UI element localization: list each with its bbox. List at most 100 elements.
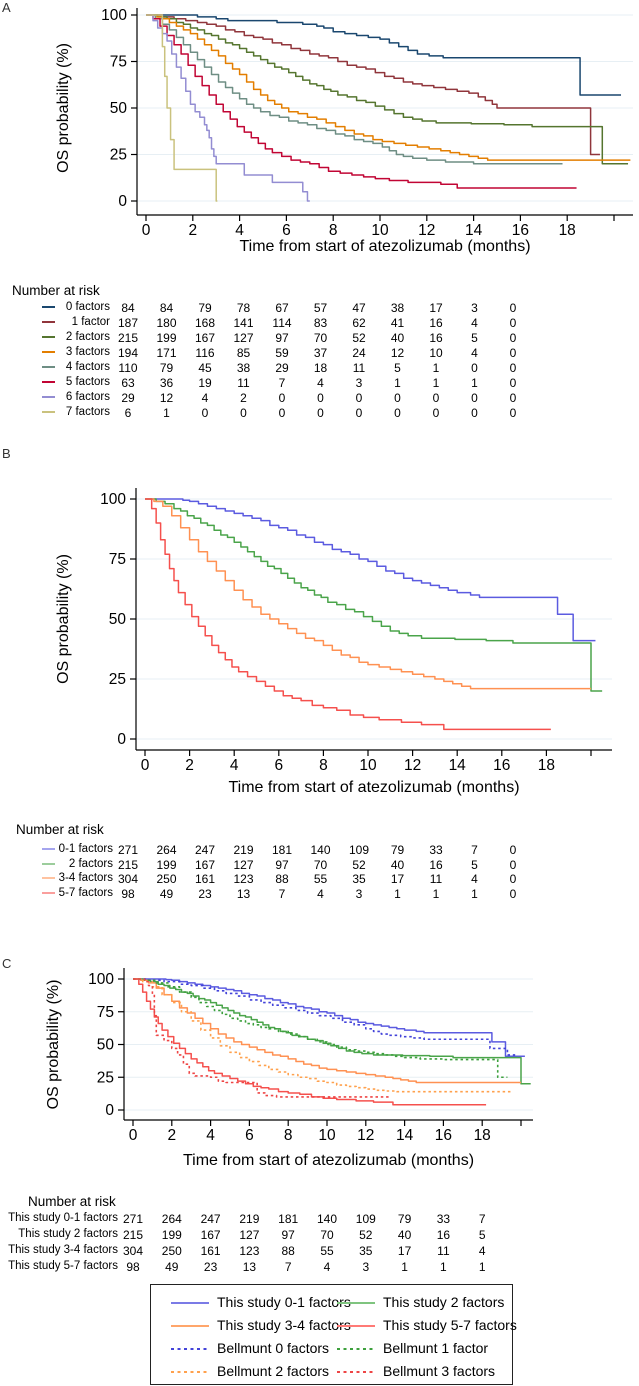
risk-value: 1 bbox=[440, 1260, 447, 1274]
risk-value: 97 bbox=[275, 857, 289, 872]
risk-value: 167 bbox=[194, 857, 216, 872]
x-tick-label: 6 bbox=[245, 1127, 254, 1144]
risk-value: 110 bbox=[118, 361, 138, 375]
risk-value: 5 bbox=[471, 331, 478, 345]
y-tick-label: 50 bbox=[109, 611, 127, 628]
risk-value: 167 bbox=[200, 1228, 221, 1242]
risk-value: 49 bbox=[165, 1260, 179, 1274]
x-tick-label: 0 bbox=[141, 757, 150, 774]
risk-value: 70 bbox=[320, 1228, 334, 1242]
risk-value: 79 bbox=[159, 361, 174, 375]
risk-value: 194 bbox=[117, 346, 139, 360]
risk-value: 171 bbox=[156, 346, 177, 360]
risk-value: 16 bbox=[429, 857, 443, 872]
risk-value: 123 bbox=[233, 872, 254, 886]
risk-value: 109 bbox=[355, 1212, 376, 1226]
risk-table-title: Number at risk bbox=[12, 283, 100, 298]
risk-value: 0 bbox=[509, 346, 517, 360]
risk-row: 0-1 factors 271 264 247 219 181 140 109 79 33 7 0 bbox=[0, 843, 639, 858]
x-tick-label: 16 bbox=[435, 1127, 452, 1144]
y-axis-title: OS probability (%) bbox=[55, 43, 72, 173]
risk-value: 0 bbox=[394, 391, 401, 405]
legend-entry: This study 5-7 factors bbox=[337, 1316, 517, 1336]
risk-value: 0 bbox=[509, 406, 517, 420]
risk-value: 79 bbox=[390, 843, 405, 857]
legend-dashed-line-marker bbox=[171, 1348, 209, 1350]
y-axis-title: OS probability (%) bbox=[55, 554, 72, 684]
x-tick-label: 6 bbox=[282, 222, 291, 239]
x-tick-label: 2 bbox=[188, 222, 197, 239]
x-tick-label: 4 bbox=[206, 1127, 215, 1144]
risk-value: 1 bbox=[432, 886, 440, 901]
risk-row: 3-4 factors 304 250 161 123 88 55 35 17 11 4 0 bbox=[0, 872, 639, 887]
x-tick-label: 12 bbox=[357, 1127, 374, 1144]
risk-value: 3 bbox=[362, 1260, 370, 1274]
risk-value: 98 bbox=[126, 1260, 140, 1274]
risk-value: 0 bbox=[509, 857, 517, 872]
x-tick-label: 2 bbox=[185, 757, 194, 774]
risk-row-line-marker bbox=[42, 381, 55, 383]
risk-row-label: 5 factors bbox=[65, 376, 110, 388]
risk-value: 0 bbox=[509, 886, 517, 901]
km-plot-panel-a: 0 25 50 75 100 0 2 4 6 8 10 12 14 16 18 Time from start… bbox=[55, 7, 633, 255]
legend-label: This study 3-4 factors bbox=[217, 1317, 351, 1333]
panel-c-label: C bbox=[2, 956, 12, 971]
x-tick-label: 16 bbox=[493, 757, 510, 774]
risk-value: 17 bbox=[397, 1244, 412, 1258]
risk-value: 0 bbox=[509, 316, 517, 330]
risk-value: 161 bbox=[194, 872, 216, 886]
legend-label: This study 2 factors bbox=[383, 1294, 505, 1310]
risk-value: 304 bbox=[122, 1244, 144, 1258]
risk-value: 0 bbox=[355, 406, 363, 420]
risk-value: 5 bbox=[478, 1228, 486, 1242]
legend-dashed-line-marker bbox=[337, 1371, 375, 1373]
risk-row: This study 3-4 factors 304 250 161 123 88 55 35… bbox=[0, 1244, 639, 1260]
legend-dashed-line-marker bbox=[337, 1348, 375, 1350]
km-curve bbox=[145, 498, 551, 731]
risk-value: 5 bbox=[394, 361, 401, 375]
risk-value: 247 bbox=[194, 843, 216, 857]
risk-value: 167 bbox=[194, 331, 216, 345]
y-tick-label: 0 bbox=[117, 731, 126, 748]
risk-value: 215 bbox=[122, 1228, 144, 1242]
risk-value: 52 bbox=[352, 857, 366, 872]
legend-entry: This study 2 factors bbox=[337, 1293, 507, 1313]
risk-row-label: This study 5-7 factors bbox=[8, 1260, 118, 1272]
risk-row: This study 2 factors 215 199 167 127 97 70 52 40… bbox=[0, 1228, 639, 1244]
risk-value: 38 bbox=[236, 361, 251, 375]
risk-value: 264 bbox=[161, 1212, 182, 1226]
x-tick-label: 8 bbox=[329, 222, 338, 239]
risk-value: 45 bbox=[198, 361, 212, 375]
risk-value: 33 bbox=[429, 843, 443, 857]
risk-value: 250 bbox=[161, 1244, 182, 1258]
risk-value: 49 bbox=[159, 886, 174, 901]
risk-value: 187 bbox=[117, 316, 139, 330]
risk-row-label: 3-4 factors bbox=[58, 872, 113, 884]
risk-value: 17 bbox=[390, 872, 405, 886]
risk-row-label: 1 factor bbox=[71, 316, 110, 328]
panel-b-label: B bbox=[2, 446, 11, 461]
risk-value: 67 bbox=[275, 301, 289, 315]
x-tick-label: 16 bbox=[512, 222, 529, 239]
risk-value: 1 bbox=[432, 361, 440, 375]
risk-value: 36 bbox=[159, 376, 174, 390]
legend-label: Bellmunt 3 factors bbox=[383, 1363, 496, 1379]
risk-value: 23 bbox=[203, 1260, 218, 1274]
risk-row-label: 3 factors bbox=[65, 346, 110, 358]
y-tick-label: 100 bbox=[88, 971, 114, 988]
risk-value: 47 bbox=[352, 301, 366, 315]
risk-row: 5 factors 63 36 19 11 7 4 3 1 1 1 0 bbox=[0, 376, 639, 391]
km-curve bbox=[133, 978, 516, 1056]
y-tick-label: 50 bbox=[110, 100, 128, 117]
x-tick-label: 12 bbox=[418, 222, 435, 239]
risk-value: 35 bbox=[352, 872, 366, 886]
risk-row-line-marker bbox=[42, 411, 55, 413]
risk-value: 97 bbox=[281, 1228, 295, 1242]
x-tick-label: 2 bbox=[167, 1127, 176, 1144]
risk-value: 1 bbox=[394, 376, 401, 390]
risk-value: 63 bbox=[121, 376, 135, 390]
risk-row: 5-7 factors 98 49 23 13 7 4 3 1 1 1 0 bbox=[0, 887, 639, 902]
x-tick-label: 18 bbox=[559, 222, 576, 239]
risk-value: 4 bbox=[471, 872, 478, 886]
